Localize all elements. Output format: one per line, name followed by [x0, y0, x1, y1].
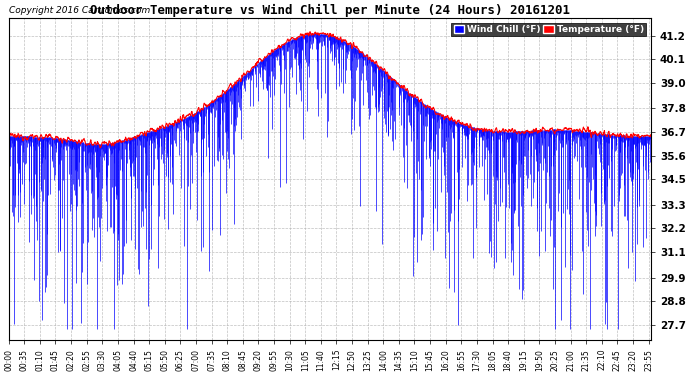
Legend: Wind Chill (°F), Temperature (°F): Wind Chill (°F), Temperature (°F) [451, 23, 647, 36]
Title: Outdoor Temperature vs Wind Chill per Minute (24 Hours) 20161201: Outdoor Temperature vs Wind Chill per Mi… [90, 4, 570, 17]
Text: Copyright 2016 Cartronics.com: Copyright 2016 Cartronics.com [9, 6, 150, 15]
